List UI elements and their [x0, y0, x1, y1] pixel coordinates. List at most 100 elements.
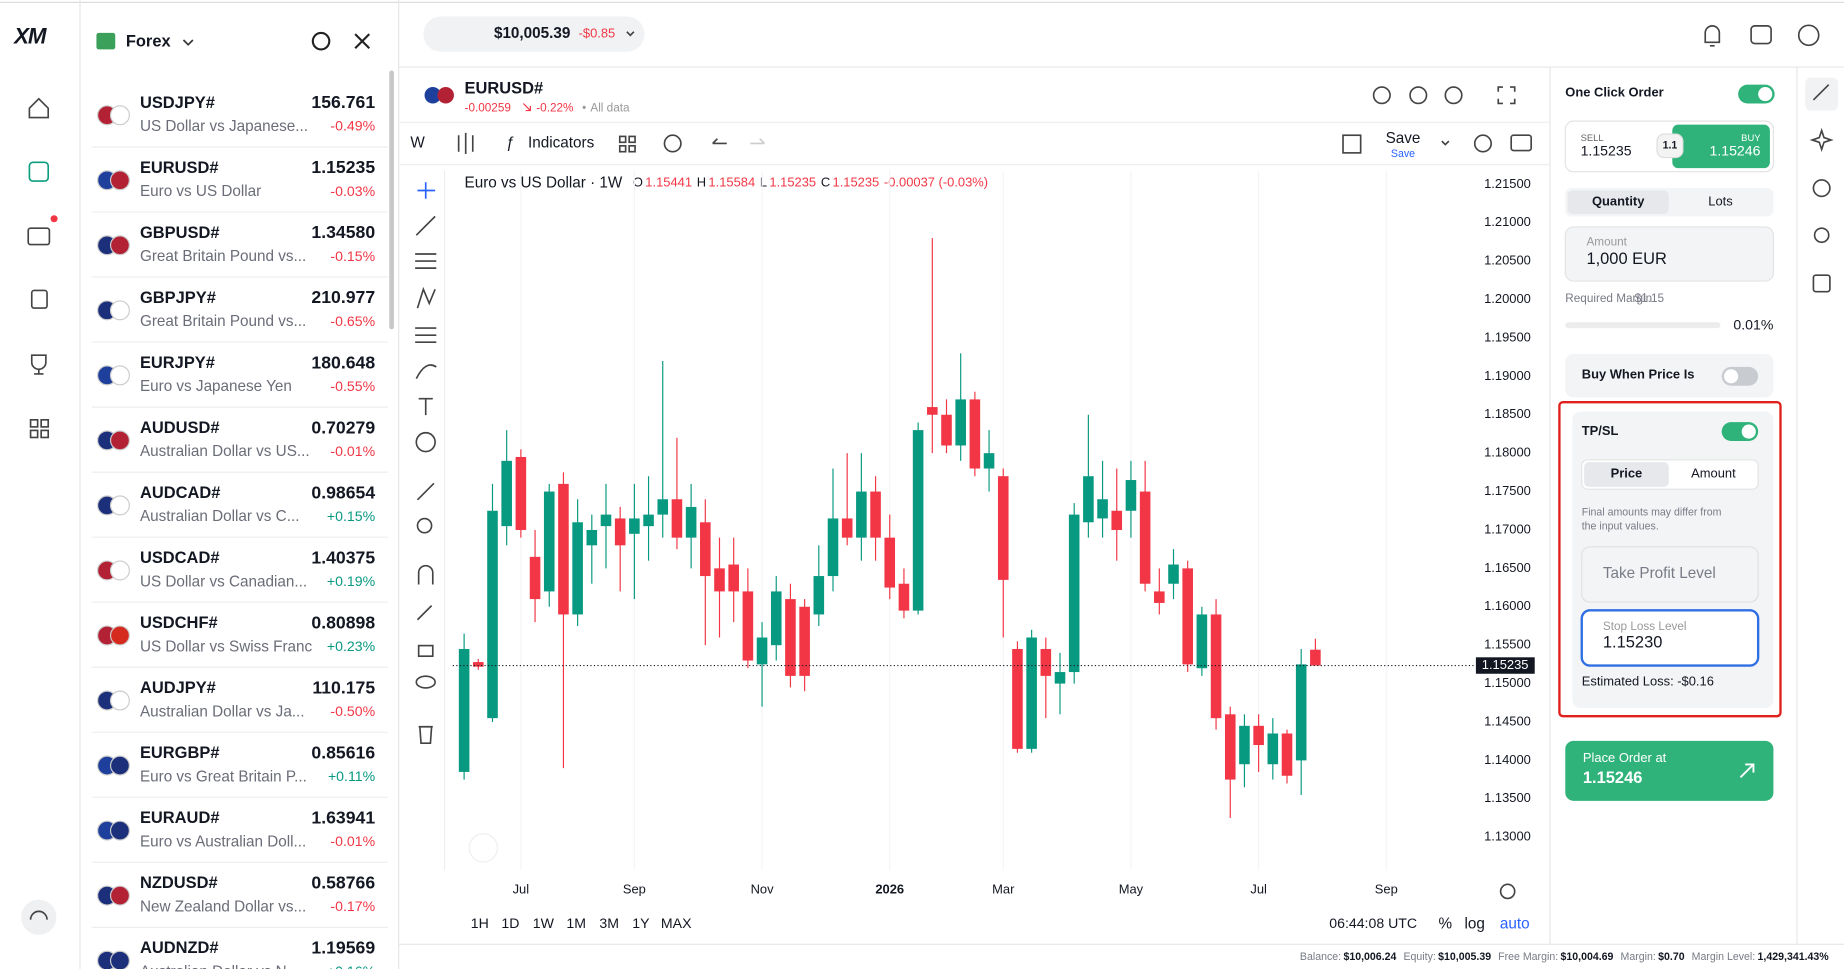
- symbol[interactable]: USDCHF#: [140, 614, 218, 632]
- compare-icon[interactable]: [663, 134, 682, 153]
- quantity-tab[interactable]: Quantity: [1592, 194, 1645, 209]
- fullscreen-icon[interactable]: [1497, 86, 1516, 105]
- home-icon[interactable]: [28, 97, 50, 119]
- alert-icon[interactable]: [1409, 86, 1428, 105]
- sell-price[interactable]: 1.15235: [1581, 142, 1632, 158]
- flag: [109, 755, 130, 776]
- amount-input[interactable]: [1564, 226, 1775, 282]
- arrow-icon: [1739, 763, 1755, 778]
- scale-option[interactable]: %: [1439, 915, 1453, 932]
- symbol[interactable]: GBPJPY#: [140, 289, 216, 307]
- flag: [109, 950, 130, 969]
- sl-input[interactable]: [1580, 609, 1760, 667]
- support-button[interactable]: [21, 899, 57, 935]
- symbol[interactable]: GBPUSD#: [140, 224, 220, 242]
- layout-icon[interactable]: [1342, 134, 1362, 154]
- candle-body: [1182, 568, 1193, 665]
- icon-tool[interactable]: [415, 431, 436, 453]
- symbol[interactable]: EURAUD#: [140, 809, 220, 827]
- save-button[interactable]: Save: [1386, 130, 1421, 147]
- indicators-button[interactable]: Indicators: [528, 134, 595, 151]
- fib-tool[interactable]: [415, 253, 437, 269]
- hide-tool[interactable]: [415, 675, 436, 689]
- trendline-tool[interactable]: [415, 215, 436, 236]
- category-select[interactable]: Forex: [126, 33, 172, 51]
- ai-icon[interactable]: [1809, 127, 1834, 152]
- zoom-tool[interactable]: [416, 517, 433, 534]
- qty-tab-active[interactable]: [1567, 190, 1669, 215]
- trade-tab[interactable]: [1805, 77, 1839, 111]
- close-icon[interactable]: [354, 33, 371, 49]
- x-tick-label: Sep: [623, 882, 646, 897]
- brush-tool[interactable]: [415, 364, 437, 380]
- amount-tab[interactable]: Amount: [1691, 465, 1736, 480]
- symbol[interactable]: EURJPY#: [140, 354, 215, 372]
- chart-icon[interactable]: [28, 161, 50, 182]
- symbol[interactable]: AUDJPY#: [140, 679, 216, 697]
- interval[interactable]: W: [410, 134, 425, 151]
- buy-price[interactable]: 1.15246: [1709, 142, 1760, 158]
- tp-input[interactable]: [1581, 546, 1759, 603]
- pattern-tool[interactable]: [416, 286, 436, 309]
- buy-button[interactable]: [1672, 124, 1770, 169]
- apps-icon[interactable]: [29, 418, 39, 428]
- stay-drawing-tool[interactable]: [416, 605, 433, 621]
- copy-icon[interactable]: [30, 289, 48, 309]
- change: -0.01%: [330, 443, 375, 459]
- candle-body: [1168, 564, 1179, 584]
- templates-icon[interactable]: [618, 135, 627, 144]
- prediction-tool[interactable]: [415, 327, 437, 344]
- axis-settings[interactable]: [1499, 883, 1516, 900]
- place-order-button[interactable]: [1565, 740, 1774, 801]
- crosshair-tool[interactable]: [417, 182, 436, 199]
- symbol[interactable]: EURGBP#: [140, 744, 220, 762]
- analysis-icon[interactable]: [1812, 274, 1831, 293]
- settings-icon[interactable]: [1473, 134, 1493, 153]
- symbol[interactable]: EURUSD#: [140, 159, 219, 177]
- measure-tool[interactable]: [416, 482, 435, 501]
- price: 1.34580: [311, 222, 375, 242]
- account-icon[interactable]: [1797, 24, 1820, 47]
- scale-option[interactable]: log: [1465, 915, 1485, 932]
- research-icon[interactable]: [1813, 227, 1830, 244]
- save-menu[interactable]: [1441, 140, 1450, 146]
- range-button[interactable]: 1W: [533, 915, 555, 931]
- magnet-tool[interactable]: [417, 564, 434, 585]
- portfolio-icon[interactable]: [27, 227, 51, 246]
- symbol[interactable]: USDCAD#: [140, 549, 220, 567]
- range-button[interactable]: 1D: [501, 915, 519, 931]
- info-icon[interactable]: [1372, 86, 1391, 105]
- snapshot-icon[interactable]: [1510, 134, 1533, 152]
- scale-option[interactable]: auto: [1500, 915, 1530, 932]
- lots-tab[interactable]: Lots: [1708, 194, 1732, 209]
- symbol[interactable]: USDJPY#: [140, 94, 215, 112]
- add-icon[interactable]: [1444, 86, 1463, 105]
- trophy-icon[interactable]: [30, 354, 47, 375]
- undo-icon[interactable]: [712, 138, 727, 145]
- description: US Dollar vs Japanese...: [140, 118, 308, 135]
- range-button[interactable]: 3M: [599, 915, 619, 931]
- range-button[interactable]: 1H: [471, 915, 489, 931]
- range-button[interactable]: 1Y: [632, 915, 650, 931]
- bell-icon[interactable]: [1704, 25, 1721, 47]
- range-button[interactable]: 1M: [566, 915, 586, 931]
- redo-icon[interactable]: [750, 138, 765, 145]
- chart-type-icon[interactable]: [457, 132, 474, 155]
- tv-logo[interactable]: [468, 833, 499, 863]
- signals-icon[interactable]: [1812, 179, 1831, 198]
- balance-pill[interactable]: [423, 16, 645, 52]
- symbol[interactable]: AUDUSD#: [140, 419, 220, 437]
- symbol[interactable]: AUDCAD#: [140, 484, 220, 502]
- symbol[interactable]: NZDUSD#: [140, 874, 218, 892]
- delete-tool[interactable]: [418, 725, 433, 745]
- tpsl-tab-active[interactable]: [1584, 462, 1669, 487]
- search-icon[interactable]: [311, 31, 331, 51]
- text-tool[interactable]: [418, 397, 433, 416]
- lock-tool[interactable]: [417, 644, 434, 658]
- range-button[interactable]: MAX: [661, 915, 692, 931]
- symbol[interactable]: AUDNZD#: [140, 939, 219, 957]
- wallet-icon[interactable]: [1750, 25, 1772, 45]
- y-tick-label: 1.13500: [1484, 790, 1531, 805]
- price-tab[interactable]: Price: [1611, 465, 1643, 480]
- last-price-label: 1.15235: [1482, 657, 1529, 672]
